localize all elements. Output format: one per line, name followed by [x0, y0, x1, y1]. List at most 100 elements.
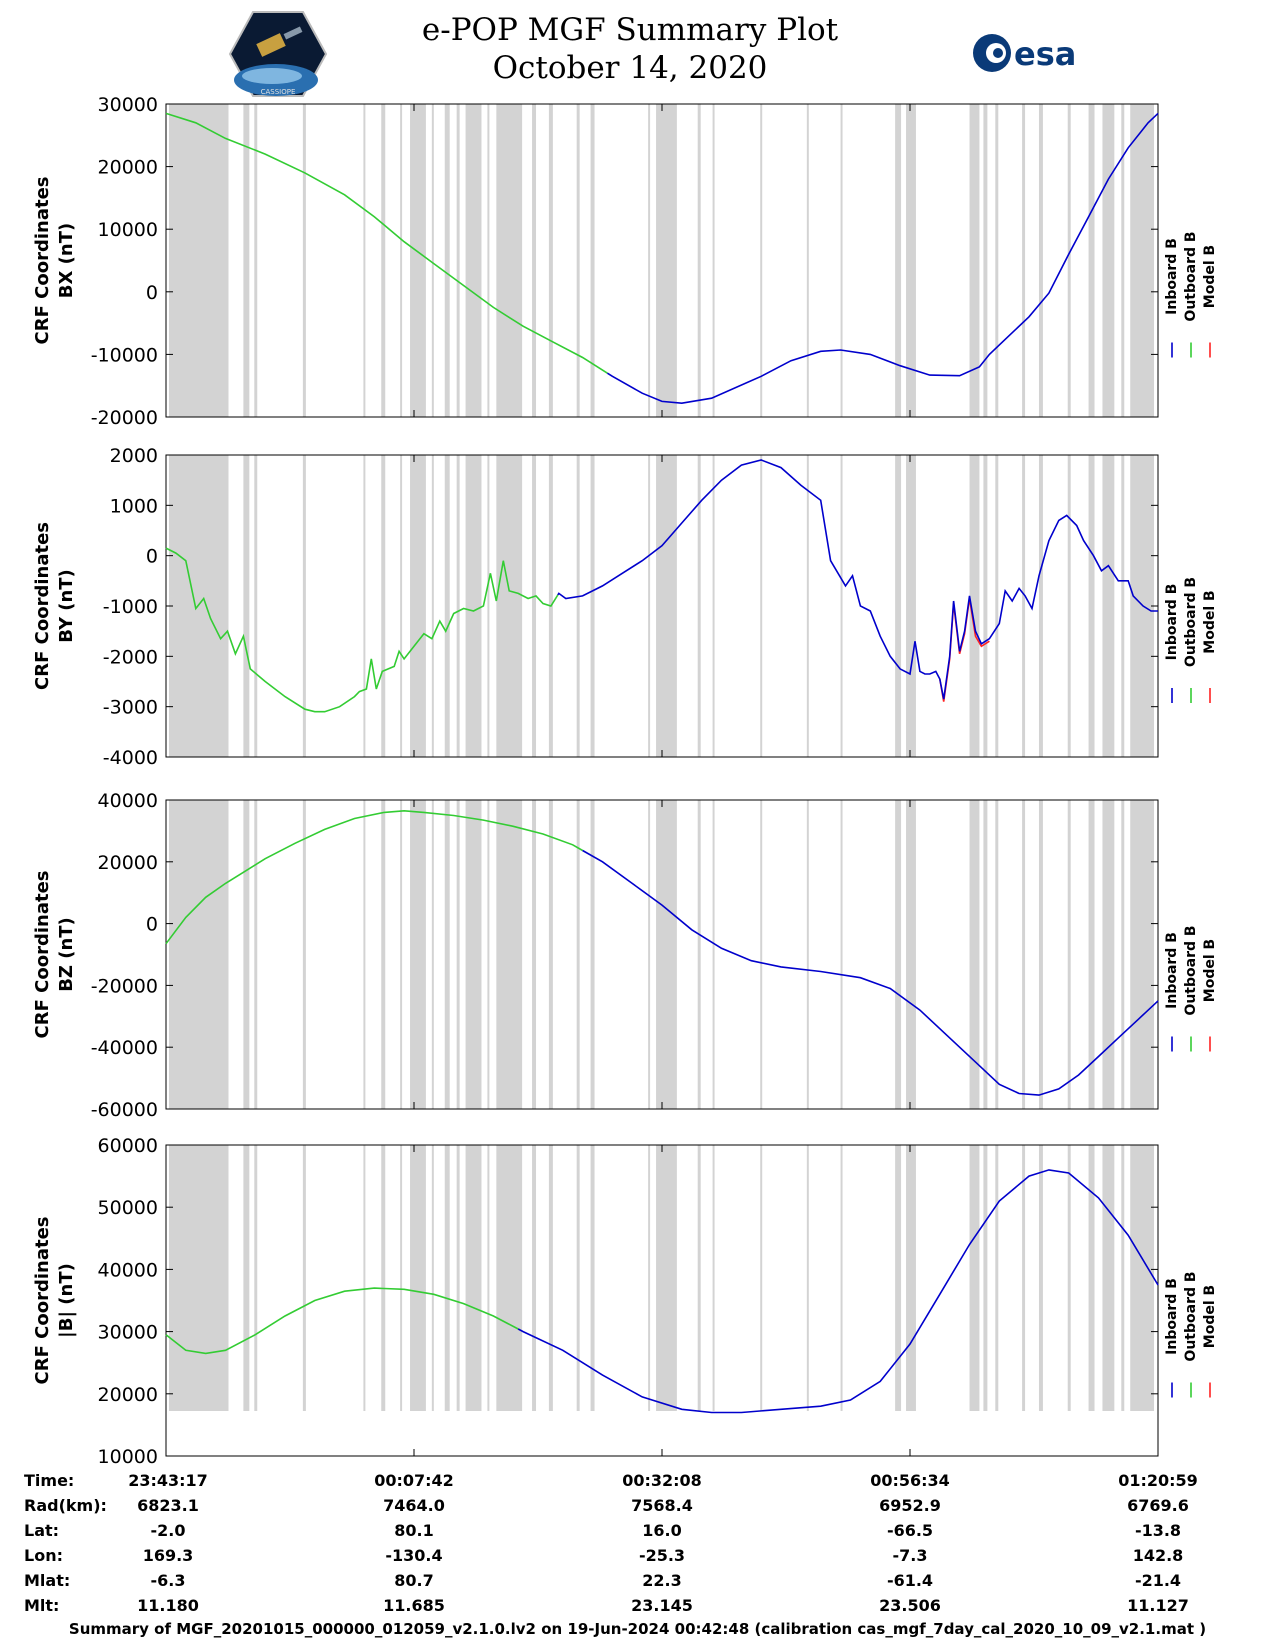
- data-gap-band: [840, 455, 843, 757]
- data-gap-band: [969, 1145, 980, 1411]
- legend-label: Outboard B: [1183, 577, 1199, 667]
- data-gap-band: [254, 455, 258, 757]
- y-axis-label-line: CRF Coordinates: [32, 871, 53, 1039]
- data-gap-band: [431, 104, 434, 417]
- footer-summary: Summary of MGF_20201015_000000_012059_v2…: [68, 1620, 1207, 1638]
- data-gap-band: [381, 1145, 386, 1411]
- data-gap-band: [906, 455, 916, 757]
- series-inboard-line: [582, 849, 1159, 1096]
- legend-label: Inboard B: [1164, 584, 1180, 661]
- data-gap-band: [456, 104, 460, 417]
- data-gap-band: [712, 104, 715, 417]
- data-gap-band: [1067, 104, 1071, 417]
- y-axis-label-line: CRF Coordinates: [32, 1217, 53, 1385]
- data-gap-band: [548, 800, 553, 1109]
- data-gap-band: [254, 800, 258, 1109]
- y-axis-label: CRF Coordinates |B| (nT): [32, 1217, 77, 1385]
- data-gap-band: [444, 800, 450, 1109]
- data-gap-band: [983, 1145, 988, 1411]
- data-gap-band: [697, 800, 701, 1109]
- data-gap-band: [381, 104, 386, 417]
- data-gap-band: [576, 800, 580, 1109]
- data-gap-band: [656, 104, 677, 417]
- series-outboard-line: [165, 1287, 519, 1355]
- y-tick-label: -40000: [91, 1037, 158, 1059]
- y-axis-label: CRF Coordinates BX (nT): [32, 177, 77, 345]
- data-gap-band: [969, 104, 980, 417]
- data-gap-band: [465, 800, 482, 1109]
- ephemeris-value: 11.180: [137, 1596, 199, 1615]
- data-gap-band: [983, 800, 988, 1109]
- data-gap-band: [487, 800, 490, 1109]
- data-gap-band: [456, 800, 460, 1109]
- ephemeris-value: 80.1: [394, 1521, 433, 1540]
- ephemeris-value: 169.3: [143, 1546, 194, 1565]
- data-gap-band: [1067, 455, 1071, 757]
- data-gap-band: [906, 104, 916, 417]
- data-gap-band: [1088, 104, 1095, 417]
- panel-1: 30000 20000 10000 0 -10000 -20000 CRF Coordina…: [32, 94, 1218, 429]
- data-gap-band: [840, 1145, 843, 1411]
- legend-label: Model B: [1202, 590, 1218, 653]
- y-tick-label: -10000: [91, 344, 158, 366]
- y-axis-label-line: CRF Coordinates: [32, 522, 53, 690]
- ephemeris-value: 7464.0: [383, 1496, 445, 1515]
- legend-label: Outboard B: [1183, 1271, 1199, 1361]
- cassiope-logo: CASSIOPE: [228, 10, 328, 98]
- ephemeris-value: -61.4: [887, 1571, 933, 1590]
- data-gap-band: [243, 800, 250, 1109]
- y-tick-label: -20000: [91, 975, 158, 997]
- series-outboard-line: [165, 809, 583, 945]
- esa-logo: esa: [970, 30, 1090, 76]
- ephemeris-value: 6823.1: [137, 1496, 199, 1515]
- data-gap-band: [760, 455, 763, 757]
- data-gap-band: [381, 800, 386, 1109]
- data-gap-band: [648, 1145, 651, 1411]
- data-gap-band: [1121, 1145, 1125, 1411]
- data-gap-band: [712, 455, 715, 757]
- ephemeris-value: 142.8: [1133, 1546, 1184, 1565]
- y-tick-label: -4000: [103, 747, 158, 769]
- data-gap-band: [1088, 455, 1095, 757]
- data-gap-band: [487, 455, 490, 757]
- data-gap-band: [487, 1145, 490, 1411]
- data-gap-band: [1121, 800, 1125, 1109]
- data-gap-band: [590, 104, 595, 417]
- data-gap-band: [697, 104, 701, 417]
- y-axis-label: CRF Coordinates BY (nT): [32, 522, 77, 690]
- ephemeris-value: 23:43:17: [128, 1471, 208, 1490]
- logo-right-text: esa: [1014, 35, 1076, 73]
- data-gap-band: [576, 104, 580, 417]
- ephemeris-value: 11.127: [1127, 1596, 1189, 1615]
- series-model-line: [939, 598, 990, 702]
- data-gap-band: [1038, 455, 1043, 757]
- panel-2: 2000 1000 0 -1000 -2000 -3000 -4000 CRF Coordin…: [32, 445, 1218, 769]
- data-gap-band: [1130, 1145, 1155, 1411]
- data-gap-band: [712, 800, 715, 1109]
- y-axis-label-line: |B| (nT): [56, 1263, 77, 1338]
- ephemeris-value: -21.4: [1135, 1571, 1181, 1590]
- data-gap-band: [697, 455, 701, 757]
- data-gap-band: [760, 800, 763, 1109]
- data-gap-band: [363, 1145, 366, 1411]
- ephemeris-value: 00:56:34: [870, 1471, 950, 1490]
- ephemeris-value: 00:32:08: [622, 1471, 702, 1490]
- y-tick-label: 0: [146, 546, 158, 568]
- data-gap-band: [840, 800, 843, 1109]
- panel-3: 40000 20000 0 -20000 -40000 -60000 CRF Coordin…: [32, 790, 1218, 1121]
- y-tick-label: 30000: [98, 1322, 158, 1344]
- data-gap-band: [576, 455, 580, 757]
- data-gap-band: [496, 1145, 523, 1411]
- data-gap-band: [1130, 104, 1155, 417]
- ephemeris-value: 16.0: [642, 1521, 681, 1540]
- series-inboard-line: [557, 459, 1158, 700]
- data-gap-band: [302, 800, 306, 1109]
- data-gap-band: [969, 800, 980, 1109]
- data-gap-band: [465, 1145, 482, 1411]
- legend-label: Inboard B: [1164, 1278, 1180, 1355]
- y-tick-label: 40000: [98, 790, 158, 812]
- ephemeris-value: -2.0: [151, 1521, 186, 1540]
- data-gap-band: [576, 1145, 580, 1411]
- ephemeris-row-label: Lon:: [24, 1546, 63, 1565]
